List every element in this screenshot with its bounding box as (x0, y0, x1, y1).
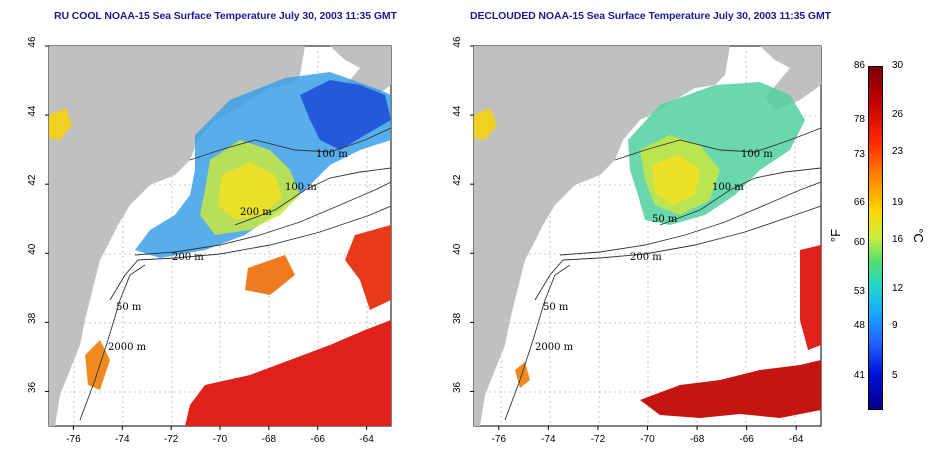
left-y-tick-label: 42 (27, 174, 38, 186)
temperature-colorbar (868, 66, 883, 410)
left-contour-label-200m: 200 m (172, 252, 204, 263)
right-land-mass (474, 46, 730, 426)
colorbar-f-tick: 41 (853, 370, 865, 381)
right-sst-warm-core (652, 155, 700, 205)
map-axes: -76 -74 -72 -70 -68 -66 -64 46 44 42 40 38 36 -76 -74 -… (27, 36, 804, 445)
right-sst-warm-south (640, 360, 821, 418)
right-contour-label-50m-a: 50 m (652, 214, 678, 225)
left-x-tick-label: -72 (164, 434, 179, 445)
colorbar-c-tick: 26 (892, 109, 904, 120)
left-y-tick-label: 46 (27, 36, 38, 48)
left-x-tick-label: -64 (359, 434, 374, 445)
colorbar-c-tick: 5 (892, 370, 898, 381)
colorbar-f-tick: 53 (853, 286, 865, 297)
colorbar-c-tick: 16 (892, 234, 904, 245)
right-y-tick-label: 38 (452, 312, 463, 324)
colorbar-f-tick: 86 (853, 60, 865, 71)
right-y-tick-label: 40 (452, 243, 463, 255)
left-y-tick-label: 36 (27, 381, 38, 393)
right-x-tick-label: -68 (690, 434, 705, 445)
left-sst-warm-south (185, 320, 391, 426)
right-sst-coastal-warm (515, 362, 530, 388)
right-sst-warm-east (800, 245, 821, 350)
left-contour-label-200m-b: 200 m (240, 207, 272, 218)
right-x-tick-label: -64 (789, 434, 804, 445)
colorbar-f-tick: 48 (853, 320, 865, 331)
left-sst-warm-core (218, 162, 282, 220)
left-y-tick-label: 38 (27, 312, 38, 324)
left-land-mass (49, 46, 305, 426)
left-y-tick-label: 44 (27, 105, 38, 117)
left-sst-warm-east (345, 225, 391, 310)
right-depth-contours (504, 127, 821, 421)
colorbar-f-tick: 66 (853, 197, 865, 208)
left-depth-contours (79, 127, 391, 421)
left-contour-label-2000m: 2000 m (108, 342, 147, 353)
left-y-tick-label: 40 (27, 243, 38, 255)
colorbar-c-tick: 23 (892, 146, 904, 157)
left-map-panel: 100 m 100 m 200 m 200 m 50 m 2000 m (48, 45, 392, 427)
right-map-panel: 100 m 100 m 50 m 200 m 50 m 2000 m (473, 45, 822, 427)
right-sst-yellow-patch (474, 108, 497, 140)
right-x-tick-label: -72 (591, 434, 606, 445)
left-contour-label-100m-a: 100 m (316, 149, 348, 160)
left-contour-label-100m-b: 100 m (285, 182, 317, 193)
left-sst-warm-patch (245, 255, 295, 295)
colorbar-f-tick: 78 (853, 114, 865, 125)
colorbar-c-tick: 19 (892, 197, 904, 208)
right-contour-label-100m-a: 100 m (741, 149, 773, 160)
left-contour-label-50m: 50 m (116, 302, 142, 313)
left-map-title: RU COOL NOAA-15 Sea Surface Temperature … (54, 10, 397, 22)
left-x-tick-label: -66 (310, 434, 325, 445)
right-y-tick-label: 46 (452, 36, 463, 48)
right-contour-label-100m-b: 100 m (712, 182, 744, 193)
right-y-tick-label: 36 (452, 381, 463, 393)
colorbar-f-tick: 73 (853, 149, 865, 160)
colorbar-f-tick: 60 (853, 237, 865, 248)
right-y-tick-label: 42 (452, 174, 463, 186)
right-x-tick-label: -74 (541, 434, 556, 445)
right-x-tick-label: -70 (640, 434, 655, 445)
fahrenheit-unit-label: °F (828, 228, 844, 243)
colorbar-c-tick: 9 (892, 320, 898, 331)
left-sst-deep-cool (300, 80, 391, 150)
left-x-tick-label: -68 (262, 434, 277, 445)
right-map-title: DECLOUDED NOAA-15 Sea Surface Temperatur… (470, 10, 831, 22)
right-x-tick-label: -76 (492, 434, 507, 445)
right-contour-label-2000m: 2000 m (535, 342, 574, 353)
left-x-tick-label: -70 (213, 434, 228, 445)
colorbar-c-tick: 12 (892, 283, 904, 294)
left-x-tick-label: -74 (115, 434, 130, 445)
colorbar-c-tick: 30 (892, 60, 904, 71)
left-x-tick-label: -76 (66, 434, 81, 445)
celsius-unit-label: °C (910, 228, 926, 243)
right-contour-label-200m: 200 m (630, 252, 662, 263)
right-y-tick-label: 44 (452, 105, 463, 117)
right-x-tick-label: -66 (739, 434, 754, 445)
left-sst-yellow-patch (49, 108, 72, 140)
right-contour-label-50m-b: 50 m (543, 302, 569, 313)
